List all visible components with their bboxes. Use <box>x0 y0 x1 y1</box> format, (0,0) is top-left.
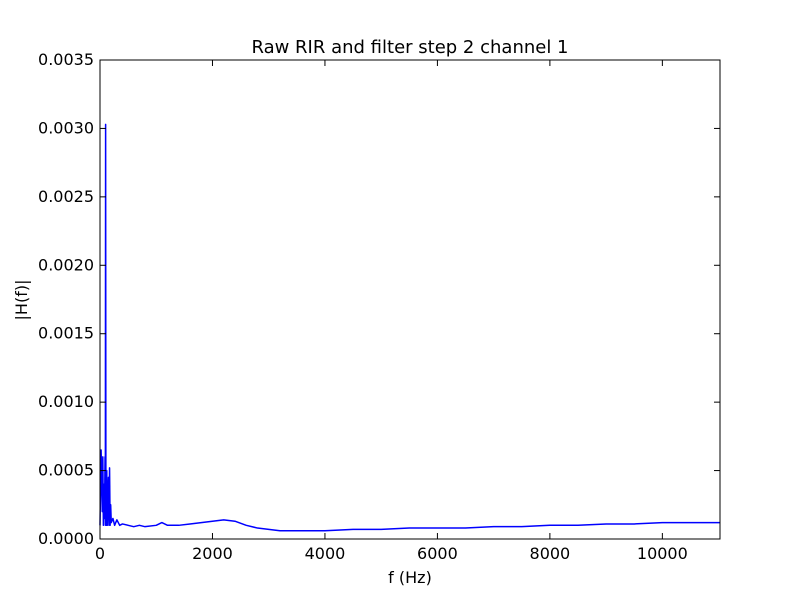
series-layer <box>99 123 720 532</box>
y-tick-label: 0.0025 <box>38 187 94 206</box>
x-tick-label: 10000 <box>637 544 688 563</box>
axes-frame <box>99 59 721 540</box>
series-line <box>99 123 720 532</box>
x-tick-label: 4000 <box>305 544 346 563</box>
y-tick-label: 0.0000 <box>38 529 94 548</box>
y-tick-label: 0.0030 <box>38 118 94 137</box>
y-tick-label: 0.0010 <box>38 392 94 411</box>
plot-area <box>99 59 721 540</box>
y-tick-label: 0.0035 <box>38 50 94 69</box>
x-axis-ticks: 0 2000 4000 6000 8000 10000 <box>95 60 688 563</box>
x-tick-label: 8000 <box>530 544 571 563</box>
x-axis-label: f (Hz) <box>388 568 432 587</box>
y-tick-label: 0.0005 <box>38 461 94 480</box>
y-tick-label: 0.0020 <box>38 255 94 274</box>
chart-title: Raw RIR and filter step 2 channel 1 <box>251 37 568 58</box>
x-tick-label: 2000 <box>192 544 233 563</box>
x-tick-label: 0 <box>95 544 105 563</box>
y-axis-label: |H(f)| <box>12 280 31 321</box>
y-axis-ticks: 0.0000 0.0005 0.0010 0.0015 0.0020 0.0025 0.00… <box>38 50 720 548</box>
y-tick-label: 0.0015 <box>38 324 94 343</box>
x-tick-label: 6000 <box>417 544 458 563</box>
